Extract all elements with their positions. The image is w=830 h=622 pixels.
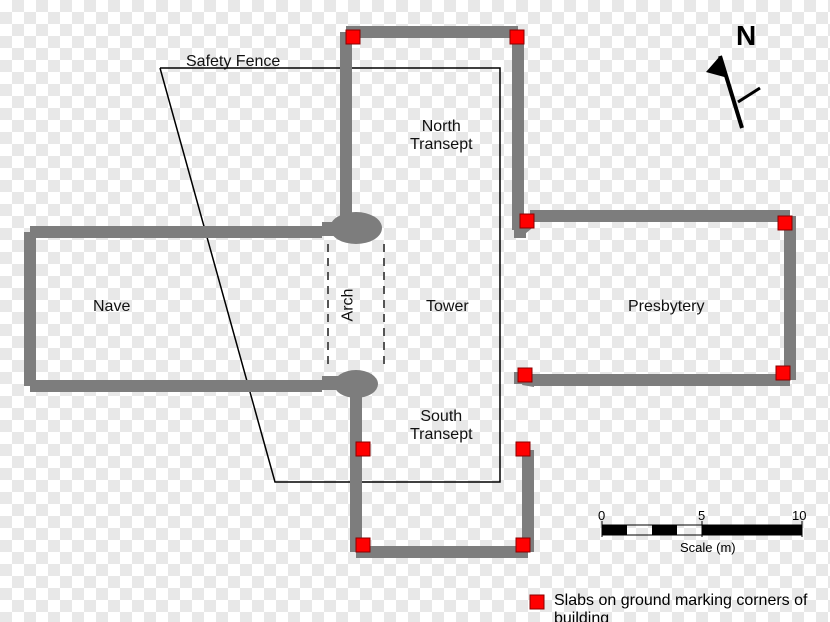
label-nave: Nave	[93, 298, 130, 316]
slab-0	[346, 30, 360, 44]
slab-2	[520, 214, 534, 228]
label-presbytery: Presbytery	[628, 298, 704, 316]
scale-tick-10: 10	[792, 508, 806, 523]
slab-5	[776, 366, 790, 380]
legend-text: Slabs on ground marking corners of build…	[554, 592, 830, 622]
slab-4	[518, 368, 532, 382]
scale-tick-0: 0	[598, 508, 605, 523]
label-north-transept-text: NorthTransept	[410, 118, 473, 153]
slab-6	[356, 538, 370, 552]
label-safety-fence: Safety Fence	[186, 53, 280, 71]
slab-7	[516, 538, 530, 552]
north-letter: N	[736, 20, 756, 52]
label-south-transept-text: SouthTransept	[410, 408, 473, 443]
scale-tick-5: 5	[698, 508, 705, 523]
legend-slab	[530, 595, 544, 609]
label-tower: Tower	[426, 298, 469, 316]
slab-9	[516, 442, 530, 456]
slab-3	[778, 216, 792, 230]
slab-1	[510, 30, 524, 44]
scale-caption: Scale (m)	[680, 540, 736, 555]
label-arch: Arch	[339, 289, 357, 322]
label-south-transept: SouthTransept	[410, 408, 473, 444]
label-north-transept: NorthTransept	[410, 118, 473, 154]
slab-8	[356, 442, 370, 456]
